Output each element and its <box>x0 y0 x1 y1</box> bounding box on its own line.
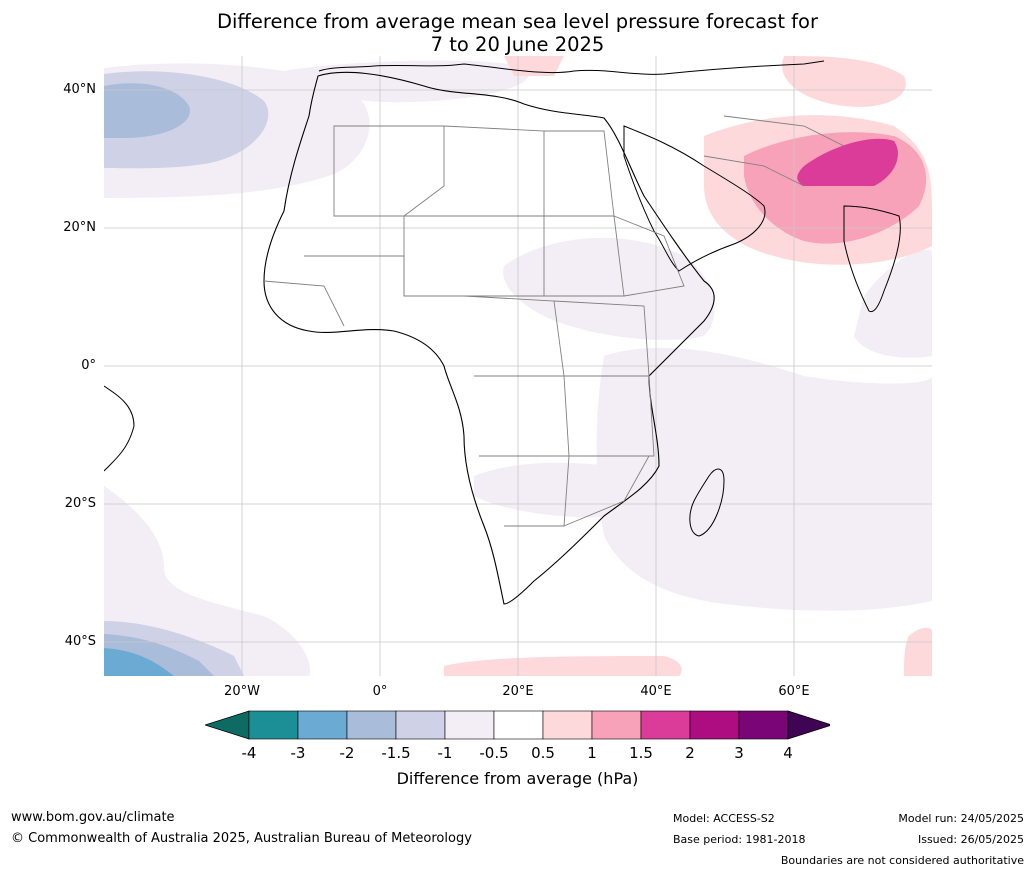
colorbar-tick-label: 2 <box>685 744 695 762</box>
colorbar-extend-low <box>205 710 250 740</box>
lat-label-20n: 20°N <box>63 220 96 235</box>
colorbar-segment <box>542 710 593 740</box>
colorbar-segment <box>346 710 397 740</box>
lat-label-0: 0° <box>81 358 96 373</box>
footer-disclaimer: Boundaries are not considered authoritat… <box>780 854 1024 867</box>
colorbar-title: Difference from average (hPa) <box>396 769 639 788</box>
footer-model-run: Model run: 24/05/2025 <box>898 812 1024 825</box>
lon-label-0: 0° <box>372 684 388 699</box>
colorbar-segment <box>444 710 495 740</box>
colorbar-segment <box>493 710 544 740</box>
lon-label-60e: 60°E <box>778 684 810 699</box>
title-line-1: Difference from average mean sea level p… <box>217 10 818 33</box>
colorbar-tick-label: -2 <box>339 744 355 762</box>
colorbar-tick-label: -4 <box>241 744 257 762</box>
lat-label-40n: 40°N <box>63 82 96 97</box>
lat-label-40s: 40°S <box>64 634 96 649</box>
colorbar-segment <box>591 710 642 740</box>
colorbar-segment <box>640 710 691 740</box>
colorbar-tick-label: -3 <box>290 744 306 762</box>
lon-label-20e: 20°E <box>502 684 534 699</box>
lon-label-40e: 40°E <box>640 684 672 699</box>
colorbar-segment <box>395 710 446 740</box>
colorbar-tick-label: 1.5 <box>629 744 653 762</box>
map-canvas <box>104 56 932 676</box>
colorbar-tick-label: 4 <box>783 744 793 762</box>
colorbar-extend-high <box>787 710 830 740</box>
colorbar-tick-label: -1 <box>437 744 453 762</box>
colorbar-tick-label: -1.5 <box>381 744 411 762</box>
lon-label-20w: 20°W <box>224 684 260 699</box>
map-title: Difference from average mean sea level p… <box>0 10 1035 56</box>
footer-base-period: Base period: 1981-2018 <box>673 833 806 846</box>
colorbar-tick-label: 0.5 <box>531 744 555 762</box>
colorbar-segment <box>248 710 299 740</box>
footer-issued: Issued: 26/05/2025 <box>917 833 1024 846</box>
colorbar-segment <box>689 710 740 740</box>
colorbar <box>205 710 830 740</box>
footer-url[interactable]: www.bom.gov.au/climate <box>11 810 175 825</box>
colorbar-tick-label: 3 <box>734 744 744 762</box>
colorbar-segment <box>738 710 789 740</box>
colorbar-tick-label: 1 <box>587 744 597 762</box>
footer-copyright: © Commonwealth of Australia 2025, Austra… <box>11 831 472 846</box>
colorbar-segment <box>297 710 348 740</box>
pressure-anomaly-map <box>104 56 932 676</box>
title-line-2: 7 to 20 June 2025 <box>430 33 605 56</box>
lat-label-20s: 20°S <box>64 496 96 511</box>
colorbar-tick-label: -0.5 <box>479 744 509 762</box>
footer-model: Model: ACCESS-S2 <box>673 812 775 825</box>
